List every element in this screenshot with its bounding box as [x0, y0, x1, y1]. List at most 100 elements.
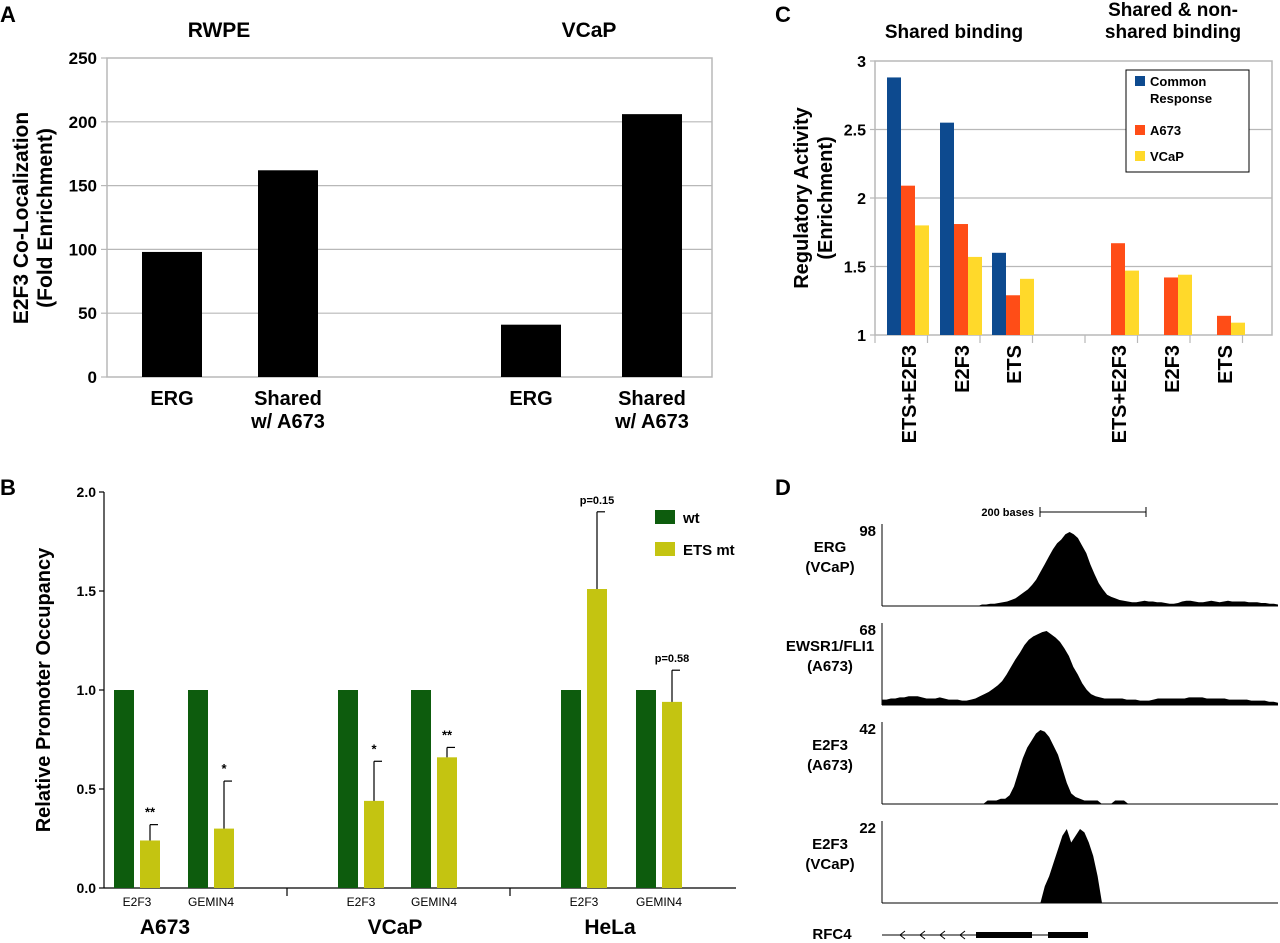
bar: [915, 225, 929, 335]
x-tick-label: Shared: [254, 388, 322, 410]
panel-label-d: D: [775, 475, 791, 500]
legend-label-wt: wt: [682, 510, 700, 527]
y-axis-label: E2F3 Co-Localization(Fold Enrichment): [10, 112, 57, 324]
bar-ets-mt: [214, 828, 234, 888]
bar-wt: [114, 690, 134, 888]
x-tick-label: ERG: [509, 388, 552, 410]
bar-ets-mt: [662, 701, 682, 888]
significance-label: p=0.15: [580, 495, 615, 507]
y-tick-label: 1.0: [77, 682, 97, 698]
y-tick-label: 1: [857, 328, 866, 345]
bar: [258, 170, 318, 377]
significance-label: p=0.58: [655, 653, 690, 665]
x-tick-label: GEMIN4: [188, 895, 234, 909]
x-tick-label: E2F3: [1162, 345, 1184, 393]
group-title: Shared binding: [885, 22, 1023, 43]
y-tick-label: 150: [69, 177, 97, 196]
x-tick-label: E2F3: [570, 895, 599, 909]
group-label: HeLa: [584, 916, 636, 939]
track-label: (A673): [807, 757, 853, 774]
panel-a-chart: 0 50 100 150 200 250 E2F3 Co-Localization(Fold…: [10, 19, 713, 433]
bar-wt: [636, 690, 656, 888]
y-tick-label: 200: [69, 113, 97, 132]
y-tick-label: 2: [857, 191, 866, 208]
strand-arrow: [899, 930, 906, 940]
bar: [901, 185, 915, 335]
y-axis-label-line: E2F3 Co-Localization: [10, 112, 33, 324]
bar-ets-mt: [140, 840, 160, 888]
x-tick-label: GEMIN4: [636, 895, 682, 909]
gene-label: RFC4: [812, 926, 852, 943]
group-title: VCaP: [562, 19, 617, 42]
group-title: RWPE: [188, 19, 251, 42]
x-tick-label: ETS+E2F3: [899, 345, 921, 443]
legend-box: [1125, 69, 1250, 173]
track-label: EWSR1/FLI1: [786, 638, 874, 655]
bar: [1125, 270, 1139, 335]
track-label: (VCaP): [805, 559, 854, 576]
bar: [1217, 315, 1231, 335]
bar: [1178, 274, 1192, 335]
legend-swatch-wt: [655, 510, 675, 524]
panel-b-chart: 0.0 0.5 1.0 1.5 2.0 Relative Promoter Occupan…: [33, 484, 736, 939]
x-tick-label: E2F3: [952, 345, 974, 393]
y-tick-label: 2.0: [77, 484, 97, 500]
x-tick-label: ERG: [150, 388, 193, 410]
legend-swatch: [1135, 76, 1145, 86]
panel-label-a: A: [0, 2, 16, 27]
track-max-label: 22: [859, 820, 876, 837]
strand-arrow: [939, 930, 946, 940]
y-axis-label-line: (Enrichment): [815, 136, 837, 259]
x-tick-label: ETS+E2F3: [1109, 345, 1131, 443]
group-label: VCaP: [368, 916, 423, 939]
track-label: (A673): [807, 658, 853, 675]
significance-label: *: [221, 761, 227, 776]
bar: [1020, 278, 1034, 335]
bar-wt: [188, 690, 208, 888]
bar: [968, 256, 982, 335]
y-axis-label-line: (Fold Enrichment): [34, 128, 57, 308]
bar: [1006, 295, 1020, 335]
x-tick-label: E2F3: [347, 895, 376, 909]
signal-track: [882, 631, 1278, 705]
bar: [1231, 322, 1245, 335]
track-max-label: 98: [859, 523, 876, 540]
scale-label: 200 bases: [981, 507, 1034, 519]
bar-wt: [411, 690, 431, 888]
group-title: shared binding: [1105, 22, 1241, 43]
legend-label: VCaP: [1150, 149, 1184, 164]
bar-ets-mt: [437, 757, 457, 888]
legend-label-ets-mt: ETS mt: [683, 542, 735, 559]
track-max-label: 42: [859, 721, 876, 738]
bar: [887, 77, 901, 335]
bar-wt: [338, 690, 358, 888]
legend-label: A673: [1150, 123, 1181, 138]
x-tick-label: w/ A673: [250, 411, 325, 433]
bar-ets-mt: [587, 589, 607, 888]
y-tick-label: 1.5: [844, 260, 866, 277]
y-tick-label: 0.0: [77, 880, 97, 896]
y-tick-label: 3: [857, 54, 866, 71]
legend-label: Response: [1150, 91, 1212, 106]
signal-track: [882, 532, 1278, 606]
bar: [501, 324, 561, 377]
strand-arrow: [959, 930, 966, 940]
y-tick-label: 50: [78, 304, 97, 323]
x-tick-label: ETS: [1215, 345, 1237, 384]
bar-ets-mt: [364, 800, 384, 888]
bar-wt: [561, 690, 581, 888]
legend-swatch: [1135, 125, 1145, 135]
bar: [1111, 243, 1125, 335]
y-tick-label: 0.5: [77, 781, 97, 797]
x-tick-label: GEMIN4: [411, 895, 457, 909]
bar: [940, 122, 954, 336]
track-label: (VCaP): [805, 856, 854, 873]
x-tick-label: E2F3: [123, 895, 152, 909]
bar: [142, 251, 202, 377]
bar: [622, 114, 682, 378]
y-tick-label: 1.5: [77, 583, 97, 599]
significance-label: **: [442, 727, 453, 742]
track-label: ERG: [814, 539, 847, 556]
